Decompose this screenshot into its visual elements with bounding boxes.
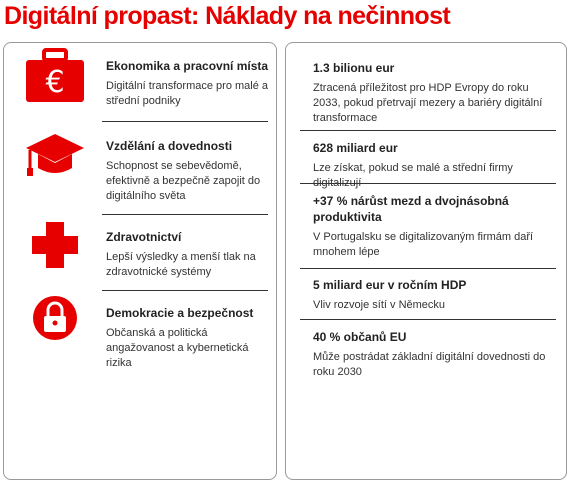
title: Digitální propast: Náklady na nečinnost [4, 2, 451, 30]
separator [300, 130, 556, 131]
item-text: Schopnost se sebevědomě, efektivně a bez… [106, 160, 261, 202]
left-item: Zdravotnictví Lepší výsledky a menší tla… [106, 229, 271, 280]
right-item: 5 miliard eur v ročním HDP Vliv rozvoje … [313, 277, 553, 313]
right-panel [285, 42, 567, 480]
separator [102, 290, 268, 291]
right-item: 40 % občanů EU Může postrádat základní d… [313, 329, 553, 380]
item-text: Lze získat, pokud se malé a střední firm… [313, 162, 513, 189]
separator [300, 183, 556, 184]
item-text: V Portugalsku se digitalizovaným firmám … [313, 231, 534, 258]
item-text: Lepší výsledky a menší tlak na zdravotni… [106, 251, 256, 278]
svg-text:€: € [45, 65, 64, 100]
item-text: Občanská a politická angažovanost a kybe… [106, 327, 249, 369]
left-item: Ekonomika a pracovní místa Digitální tra… [106, 58, 271, 109]
item-heading: 40 % občanů EU [313, 330, 407, 344]
left-item: Vzdělání a dovednosti Schopnost se sebev… [106, 138, 271, 204]
separator [102, 214, 268, 215]
briefcase-icon: € [26, 48, 84, 102]
item-heading: Zdravotnictví [106, 230, 182, 244]
separator [300, 319, 556, 320]
item-text: Může postrádat základní digitální dovedn… [313, 351, 546, 378]
right-item: 1.3 bilionu eur Ztracená příležitost pro… [313, 60, 558, 126]
cross-icon [32, 222, 78, 268]
separator [102, 121, 268, 122]
left-panel [3, 42, 277, 480]
graduation-cap-icon [26, 134, 84, 176]
item-heading: 5 miliard eur v ročním HDP [313, 278, 467, 292]
item-heading: 628 miliard eur [313, 141, 398, 155]
item-heading: Demokracie a bezpečnost [106, 306, 254, 320]
item-text: Digitální transformace pro malé a středn… [106, 80, 269, 107]
item-text: Vliv rozvoje sítí v Německu [313, 299, 446, 311]
item-text: Ztracená příležitost pro HDP Evropy do r… [313, 82, 543, 124]
left-item: Demokracie a bezpečnost Občanská a polit… [106, 305, 271, 371]
item-heading: Vzdělání a dovednosti [106, 139, 233, 153]
right-item: +37 % nárůst mezd a dvojnásobná produkti… [313, 193, 553, 260]
item-heading: +37 % nárůst mezd a dvojnásobná produkti… [313, 194, 509, 224]
item-heading: 1.3 bilionu eur [313, 61, 395, 75]
lock-icon [33, 296, 77, 340]
item-heading: Ekonomika a pracovní místa [106, 59, 269, 73]
separator [300, 268, 556, 269]
